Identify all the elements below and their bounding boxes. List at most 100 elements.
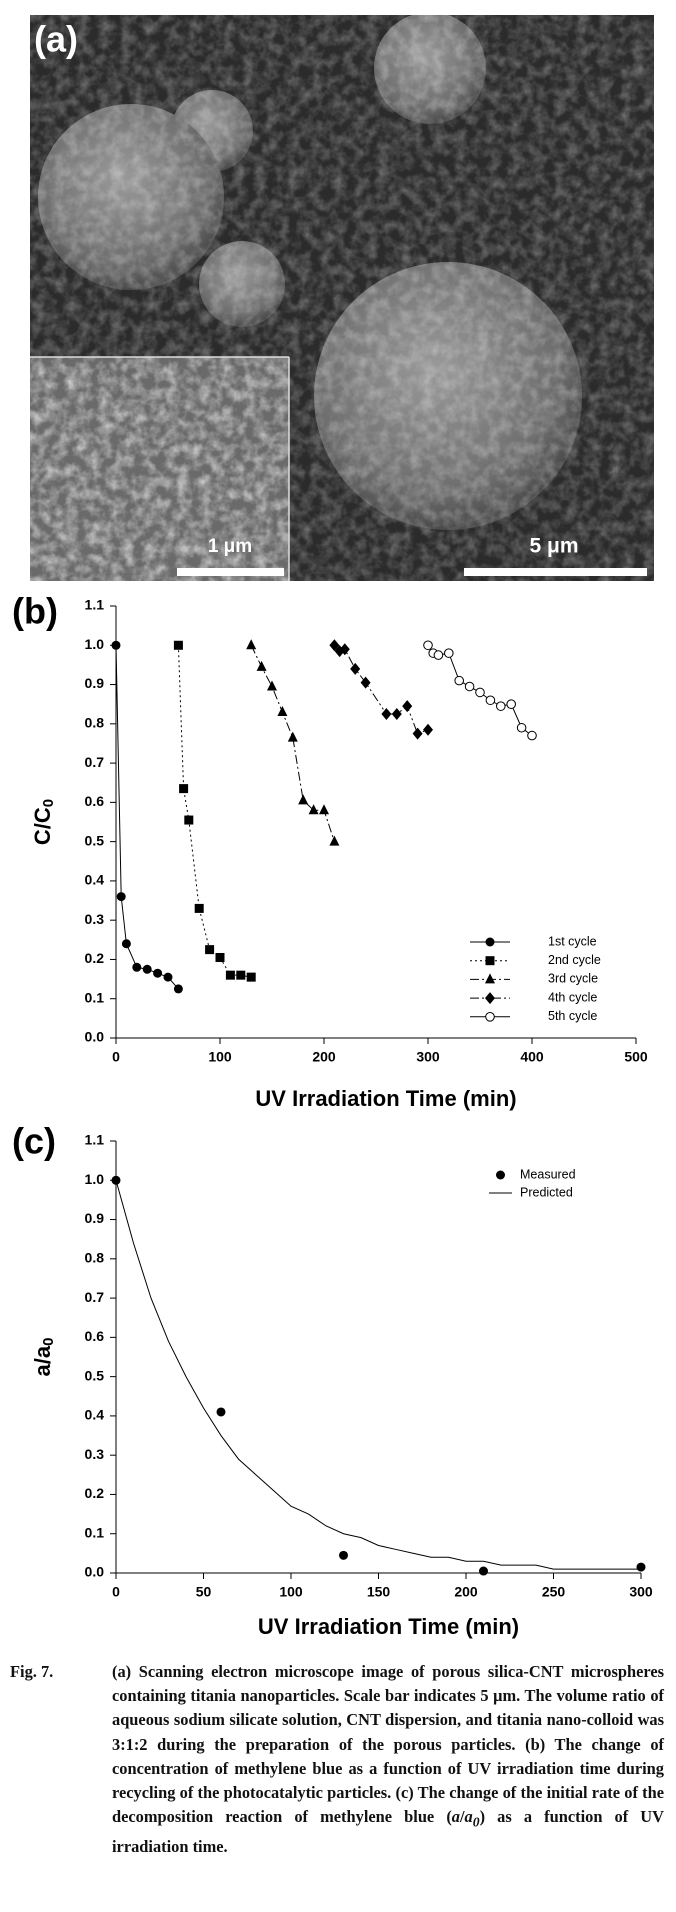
- y-tick-label: 0.8: [85, 1250, 105, 1266]
- legend-label: Measured: [520, 1167, 576, 1181]
- y-axis-title: a/a0: [30, 1338, 57, 1377]
- marker: [423, 640, 433, 651]
- scale-label: 5 μm: [529, 535, 578, 558]
- marker: [496, 701, 506, 711]
- marker: [205, 945, 215, 955]
- marker: [527, 730, 537, 741]
- caption-text: (a) Scanning electron microscope image o…: [112, 1662, 664, 1827]
- panel-label: (b): [12, 591, 58, 632]
- legend-label: 2nd cycle: [548, 953, 601, 967]
- x-tick-label: 150: [367, 1584, 391, 1600]
- marker: [246, 639, 257, 650]
- marker: [236, 970, 246, 980]
- marker: [256, 660, 267, 671]
- marker: [298, 794, 309, 805]
- marker: [329, 835, 340, 846]
- x-tick-label: 500: [624, 1049, 648, 1065]
- legend-marker: [485, 1012, 495, 1022]
- marker: [339, 643, 350, 656]
- legend-marker: [485, 973, 495, 984]
- x-tick-label: 0: [112, 1049, 120, 1065]
- marker: [277, 706, 288, 717]
- y-tick-label: 0.7: [85, 1289, 105, 1305]
- marker: [179, 784, 189, 794]
- marker: [173, 984, 183, 994]
- y-tick-label: 0.6: [85, 1328, 105, 1344]
- legend-label: 3rd cycle: [548, 972, 598, 986]
- y-axis-title-subscript: 0: [40, 1338, 57, 1346]
- x-tick-label: 200: [312, 1049, 336, 1065]
- y-tick-label: 0.8: [85, 715, 105, 731]
- legend-marker: [485, 992, 495, 1005]
- figure: 1 μm 5 μm (a) (b) 0.0 0.1 0.2 0.3 0.4 0.5 0.6 0.…: [12, 15, 654, 1639]
- marker: [246, 972, 256, 982]
- y-tick-label: 0.2: [85, 950, 105, 966]
- marker: [216, 1407, 226, 1417]
- marker: [184, 815, 194, 825]
- marker: [173, 640, 183, 650]
- marker: [423, 723, 433, 736]
- series-line: [177, 645, 252, 978]
- scale-bar: [464, 568, 647, 576]
- marker: [121, 939, 131, 949]
- marker: [381, 708, 392, 720]
- y-axis-title-main: a/a: [30, 1345, 55, 1376]
- x-tick-label: 100: [279, 1584, 303, 1600]
- legend-label: 5th cycle: [548, 1009, 597, 1023]
- marker: [391, 708, 402, 720]
- y-tick-label: 0.0: [85, 1564, 105, 1580]
- marker: [402, 700, 413, 713]
- caption-text: 0: [472, 1814, 480, 1830]
- marker: [516, 722, 527, 733]
- marker: [506, 699, 517, 709]
- marker: [412, 727, 423, 740]
- marker: [215, 952, 225, 962]
- marker: [111, 640, 121, 650]
- caption-text: ) as a function of UV irradiation time.: [112, 1807, 664, 1856]
- y-tick-label: 0.3: [85, 911, 105, 927]
- marker: [339, 1550, 348, 1560]
- marker: [636, 1562, 646, 1572]
- caption-text: a: [464, 1807, 473, 1827]
- x-tick-label: 250: [542, 1584, 566, 1600]
- series-line: [334, 644, 429, 735]
- marker: [479, 1566, 488, 1576]
- legend-label: Predicted: [520, 1185, 573, 1199]
- y-tick-label: 0.1: [85, 1524, 105, 1540]
- panel-label: (c): [12, 1121, 56, 1162]
- marker: [194, 903, 204, 913]
- y-tick-label: 0.4: [85, 872, 105, 888]
- y-tick-label: 0.3: [85, 1446, 105, 1462]
- marker: [308, 804, 319, 815]
- y-axis-title-subscript: 0: [40, 799, 57, 807]
- legend-label: 1st cycle: [548, 934, 597, 948]
- y-tick-label: 1.0: [85, 1171, 105, 1187]
- series-line: [115, 645, 179, 990]
- x-tick-label: 400: [520, 1049, 544, 1065]
- x-tick-label: 50: [196, 1584, 212, 1600]
- y-tick-label: 0.9: [85, 675, 105, 691]
- y-tick-label: 0.7: [85, 754, 105, 770]
- marker: [116, 892, 126, 902]
- panel-label: (a): [34, 19, 78, 60]
- inset-scale-label: 1 μm: [208, 536, 252, 557]
- x-axis-title: UV Irradiation Time (min): [258, 1614, 519, 1639]
- marker: [153, 968, 163, 978]
- y-tick-label: 0.5: [85, 832, 105, 848]
- x-tick-label: 300: [629, 1584, 653, 1600]
- x-tick-label: 200: [454, 1584, 478, 1600]
- marker: [433, 650, 444, 660]
- marker: [287, 731, 298, 742]
- caption-label: Fig. 7.: [10, 1662, 54, 1681]
- legend-marker: [496, 1170, 505, 1180]
- marker: [225, 970, 235, 980]
- sem-image: 1 μm 5 μm (a): [30, 15, 654, 581]
- y-axis-title: C/C0: [30, 799, 57, 845]
- marker: [475, 687, 485, 698]
- legend-marker: [485, 956, 495, 966]
- y-tick-label: 0.1: [85, 989, 105, 1005]
- y-axis-title-main: C/C: [30, 807, 55, 845]
- caption-text: a: [451, 1807, 460, 1827]
- y-tick-label: 1.1: [85, 1132, 105, 1148]
